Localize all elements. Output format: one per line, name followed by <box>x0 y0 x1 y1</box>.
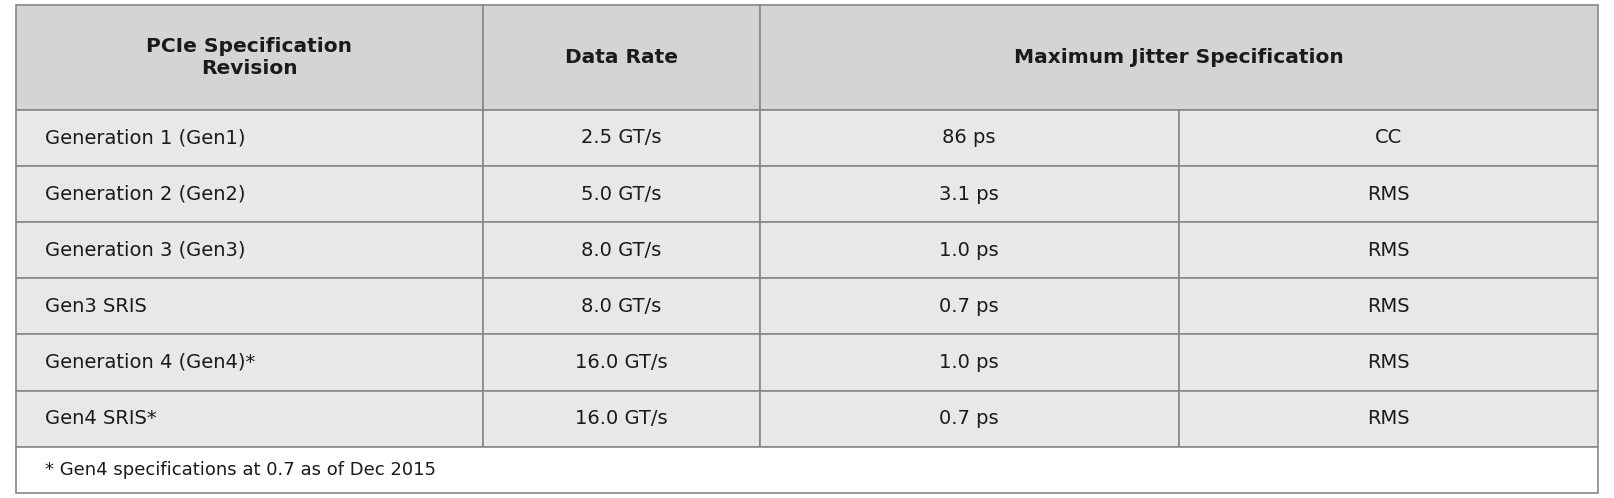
Text: RMS: RMS <box>1367 409 1409 428</box>
Bar <box>1178 390 1598 447</box>
Text: CC: CC <box>1375 128 1403 147</box>
Text: * Gen4 specifications at 0.7 as of Dec 2015: * Gen4 specifications at 0.7 as of Dec 2… <box>45 461 436 479</box>
Text: Maximum Jitter Specification: Maximum Jitter Specification <box>1014 48 1343 67</box>
Bar <box>760 278 1178 335</box>
Text: Data Rate: Data Rate <box>565 48 678 67</box>
Text: Generation 2 (Gen2): Generation 2 (Gen2) <box>45 185 245 204</box>
Bar <box>483 278 760 335</box>
Bar <box>16 222 483 278</box>
Text: RMS: RMS <box>1367 185 1409 204</box>
Text: 8.0 GT/s: 8.0 GT/s <box>581 241 662 260</box>
Bar <box>1178 166 1598 222</box>
Text: 16.0 GT/s: 16.0 GT/s <box>575 409 668 428</box>
Bar <box>1178 222 1598 278</box>
Text: 0.7 ps: 0.7 ps <box>939 297 999 316</box>
Text: 2.5 GT/s: 2.5 GT/s <box>581 128 662 147</box>
Text: Generation 4 (Gen4)*: Generation 4 (Gen4)* <box>45 353 255 372</box>
Bar <box>760 390 1178 447</box>
Bar <box>483 166 760 222</box>
Bar <box>16 278 483 335</box>
Bar <box>16 110 483 166</box>
Bar <box>760 335 1178 390</box>
Bar <box>16 5 483 110</box>
Text: 0.7 ps: 0.7 ps <box>939 409 999 428</box>
Text: RMS: RMS <box>1367 353 1409 372</box>
Bar <box>1178 278 1598 335</box>
Text: 8.0 GT/s: 8.0 GT/s <box>581 297 662 316</box>
Text: 5.0 GT/s: 5.0 GT/s <box>581 185 662 204</box>
Text: Generation 3 (Gen3): Generation 3 (Gen3) <box>45 241 245 260</box>
Bar <box>1178 335 1598 390</box>
Bar <box>483 335 760 390</box>
Bar <box>16 335 483 390</box>
Text: 1.0 ps: 1.0 ps <box>939 241 999 260</box>
Bar <box>760 222 1178 278</box>
Bar <box>1178 110 1598 166</box>
Text: RMS: RMS <box>1367 241 1409 260</box>
Bar <box>760 110 1178 166</box>
Bar <box>483 222 760 278</box>
Text: Gen4 SRIS*: Gen4 SRIS* <box>45 409 157 428</box>
Text: 1.0 ps: 1.0 ps <box>939 353 999 372</box>
Bar <box>16 166 483 222</box>
Bar <box>483 390 760 447</box>
Bar <box>483 110 760 166</box>
Bar <box>16 447 1598 493</box>
Text: 86 ps: 86 ps <box>943 128 996 147</box>
Bar <box>483 5 760 110</box>
Text: 3.1 ps: 3.1 ps <box>939 185 999 204</box>
Text: PCIe Specification
Revision: PCIe Specification Revision <box>147 37 352 78</box>
Text: Gen3 SRIS: Gen3 SRIS <box>45 297 147 316</box>
Text: Generation 1 (Gen1): Generation 1 (Gen1) <box>45 128 245 147</box>
Text: RMS: RMS <box>1367 297 1409 316</box>
Bar <box>760 5 1598 110</box>
Bar <box>760 166 1178 222</box>
Bar <box>16 390 483 447</box>
Text: 16.0 GT/s: 16.0 GT/s <box>575 353 668 372</box>
